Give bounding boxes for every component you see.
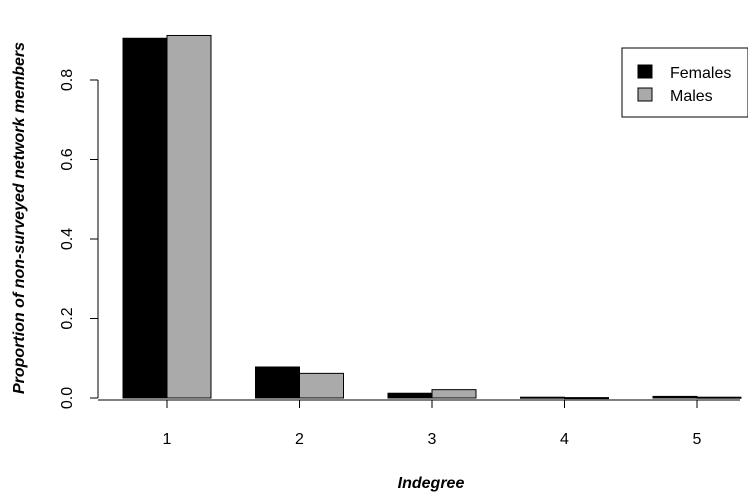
legend-swatch-females — [637, 64, 653, 79]
x-axis-title: Indegree — [398, 475, 465, 492]
x-axis: 1 2 3 4 5 — [98, 399, 740, 448]
y-tick-label: 0.6 — [59, 148, 76, 170]
legend-label-males: Males — [670, 88, 713, 105]
bar-females-2 — [255, 366, 300, 399]
y-axis-title: Proportion of non-surveyed network membe… — [11, 42, 28, 394]
legend-swatch-males — [637, 87, 653, 102]
bar-males-5 — [696, 396, 742, 399]
y-tick-label: 0.8 — [59, 69, 76, 91]
bar-males-1 — [166, 34, 212, 399]
x-tick-label: 3 — [428, 431, 437, 448]
bar-males-4 — [564, 397, 609, 400]
legend: Females Males — [621, 47, 748, 118]
x-tick-label: 4 — [560, 431, 569, 448]
bars — [122, 34, 742, 400]
bar-females-3 — [387, 392, 433, 399]
legend-label-females: Females — [670, 65, 731, 82]
x-tick-label: 2 — [295, 431, 304, 448]
bar-males-3 — [431, 389, 477, 399]
bar-males-2 — [299, 372, 344, 399]
bar-females-5 — [652, 395, 698, 399]
legend-box — [621, 47, 748, 118]
bar-females-4 — [520, 396, 565, 399]
y-tick-label: 0.2 — [59, 307, 76, 329]
x-tick-label: 5 — [693, 431, 702, 448]
y-tick-label: 0.0 — [59, 387, 76, 409]
bar-females-1 — [122, 37, 168, 399]
x-tick-label: 1 — [163, 431, 172, 448]
y-axis: 0.0 0.2 0.4 0.6 0.8 — [59, 69, 99, 409]
y-tick-label: 0.4 — [59, 228, 76, 250]
